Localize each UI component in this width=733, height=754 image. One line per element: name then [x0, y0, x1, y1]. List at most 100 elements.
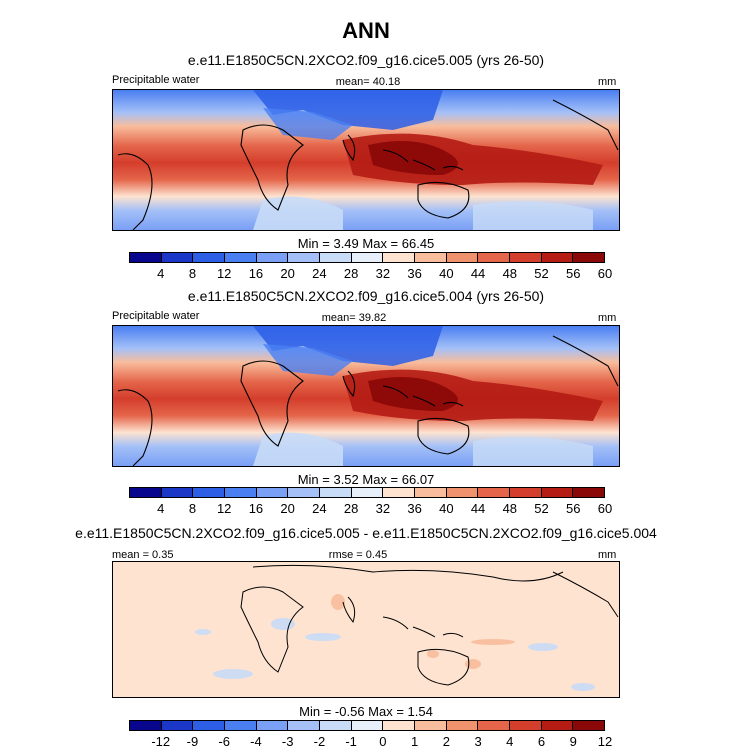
- panel3-negative-anomaly: [305, 633, 341, 641]
- panel2-dry-region-north: [253, 326, 443, 366]
- panel2-north-america-coastline: [552, 335, 619, 387]
- panel3-north-america-coastline: [552, 571, 619, 618]
- colorbar-tick-label: 60: [597, 501, 613, 516]
- colorbar-swatch: [130, 488, 162, 497]
- panel3-australia-coastline: [417, 648, 470, 686]
- panel3-africa-coastline: [240, 586, 304, 673]
- colorbar-swatch: [193, 488, 226, 497]
- colorbar-swatch: [161, 253, 194, 262]
- colorbar-tick-label: -4: [250, 734, 262, 749]
- colorbar-swatch: [415, 721, 447, 730]
- panel1-india-coastline: [342, 134, 356, 162]
- panel3-negative-anomaly: [571, 683, 595, 691]
- panel2-dry-region-south-east: [473, 437, 593, 466]
- panel1-mean-label: mean= 40.18: [335, 76, 401, 88]
- colorbar-swatch: [288, 253, 321, 262]
- colorbar-tick-label: 16: [248, 501, 264, 516]
- colorbar-tick-label: -12: [151, 734, 171, 749]
- colorbar-tick-label: 24: [312, 266, 327, 281]
- panel3-colorbar-labels: -12 -9 -6 -4 -3 -2 -1 0 1 2 3 4 6 9 12: [129, 734, 612, 750]
- colorbar-tick-label: 3: [474, 734, 482, 749]
- colorbar-tick-label: 12: [597, 734, 613, 749]
- colorbar-swatch: [478, 253, 511, 262]
- colorbar-tick-label: -3: [281, 734, 294, 749]
- colorbar-tick-label: 44: [470, 266, 486, 281]
- colorbar-swatch: [573, 721, 605, 730]
- panel1-north-america-coastline: [552, 99, 619, 151]
- colorbar-tick-label: -9: [186, 734, 199, 749]
- colorbar-tick-label: 48: [502, 501, 518, 516]
- colorbar-swatch: [415, 253, 447, 262]
- panel1-colorbar: [129, 252, 605, 263]
- colorbar-tick-label: 48: [502, 266, 518, 281]
- panel1-units-label: mm: [598, 76, 617, 88]
- panel2-colorbar: [129, 487, 605, 498]
- colorbar-tick-label: 28: [343, 501, 359, 516]
- panel3-europe-asia-coastline: [252, 564, 564, 582]
- panel1-subtitle: e.e11.E1850C5CN.2XCO2.f09_g16.cice5.005 …: [187, 52, 545, 68]
- colorbar-tick-label: 36: [407, 501, 422, 516]
- colorbar-swatch: [446, 488, 479, 497]
- colorbar-tick-label: -6: [218, 734, 230, 749]
- colorbar-swatch: [573, 488, 605, 497]
- panel2-maritime-continent: [382, 385, 464, 407]
- panel2-minmax: Min = 3.52 Max = 66.07: [297, 472, 435, 487]
- panel1-dry-region-north: [253, 90, 443, 130]
- colorbar-tick-label: 20: [280, 266, 295, 281]
- colorbar-tick-label: 12: [216, 266, 232, 281]
- colorbar-swatch: [415, 488, 447, 497]
- panel1-africa-coastline: [240, 124, 304, 211]
- colorbar-tick-label: 52: [534, 501, 549, 516]
- panel3-negative-anomaly: [528, 643, 558, 651]
- panel3-positive-anomaly: [427, 650, 439, 658]
- colorbar-swatch: [383, 488, 416, 497]
- panel3-positive-anomaly: [465, 659, 481, 669]
- colorbar-swatch: [320, 253, 352, 262]
- colorbar-tick-label: -1: [345, 734, 357, 749]
- colorbar-swatch: [288, 721, 321, 730]
- colorbar-tick-label: 28: [343, 266, 359, 281]
- colorbar-swatch: [351, 253, 384, 262]
- panel2-mean-label: mean= 39.82: [321, 312, 387, 324]
- colorbar-swatch: [573, 253, 605, 262]
- panel2-colorbar-labels: 4 8 12 16 20 24 28 32 36 40 44 48 52 56 60: [129, 501, 612, 517]
- panel3-subtitle: e.e11.E1850C5CN.2XCO2.f09_g16.cice5.005 …: [75, 525, 657, 541]
- colorbar-tick-label: 40: [439, 266, 454, 281]
- colorbar-swatch: [510, 253, 542, 262]
- panel2-units-label: mm: [598, 312, 617, 324]
- colorbar-swatch: [446, 253, 479, 262]
- colorbar-swatch: [478, 721, 511, 730]
- colorbar-tick-label: 56: [566, 501, 581, 516]
- colorbar-tick-label: 8: [188, 501, 197, 516]
- panel3-mean-label: mean = 0.35: [112, 549, 174, 561]
- colorbar-tick-label: 56: [566, 266, 581, 281]
- colorbar-swatch: [193, 721, 226, 730]
- colorbar-swatch: [510, 721, 542, 730]
- panel1-maritime-continent: [382, 149, 464, 171]
- panel2-south-america-coastline: [117, 389, 153, 466]
- colorbar-tick-label: 32: [375, 501, 391, 516]
- colorbar-swatch: [478, 488, 511, 497]
- colorbar-swatch: [320, 488, 352, 497]
- panel3-units-label: mm: [598, 549, 617, 561]
- colorbar-tick-label: 1: [410, 734, 419, 749]
- colorbar-swatch: [256, 488, 289, 497]
- colorbar-tick-label: 20: [280, 501, 295, 516]
- colorbar-tick-label: 0: [379, 734, 387, 749]
- panel3-colorbar: [129, 720, 605, 731]
- colorbar-tick-label: 4: [157, 501, 165, 516]
- panel2-variable-label: Precipitable water: [112, 310, 200, 322]
- page-title: ANN: [342, 18, 390, 43]
- colorbar-swatch: [541, 488, 574, 497]
- colorbar-swatch: [161, 488, 194, 497]
- colorbar-tick-label: 60: [597, 266, 613, 281]
- colorbar-swatch: [446, 721, 479, 730]
- panel1-dry-region-south-east: [473, 201, 593, 230]
- colorbar-tick-label: 32: [375, 266, 391, 281]
- panel3-negative-anomaly: [195, 629, 211, 635]
- colorbar-swatch: [351, 488, 384, 497]
- colorbar-tick-label: 52: [534, 266, 549, 281]
- colorbar-tick-label: 44: [470, 501, 486, 516]
- colorbar-swatch: [510, 488, 542, 497]
- colorbar-tick-label: -2: [313, 734, 326, 749]
